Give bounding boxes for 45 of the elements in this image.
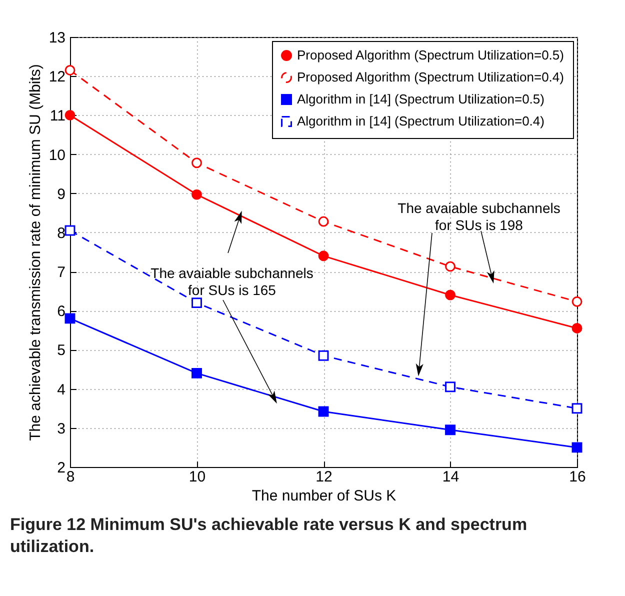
x-tick-label: 16 <box>569 468 586 486</box>
annotation: The avaiable subchannels for SUs is 165 <box>150 265 314 298</box>
y-tick-label: 4 <box>57 381 66 398</box>
point <box>192 298 202 308</box>
point <box>64 110 76 120</box>
y-tick-label: 9 <box>57 186 66 203</box>
point <box>572 323 582 334</box>
y-tick-label: 13 <box>48 30 66 46</box>
x-tick-label: 10 <box>188 468 206 486</box>
y-tick-label: 5 <box>57 342 66 360</box>
point <box>445 382 456 392</box>
point <box>445 424 456 436</box>
point <box>445 290 456 300</box>
y-tick-label: 12 <box>48 68 66 86</box>
y-tick-label: 8 <box>57 224 66 242</box>
caption: Figure 12 Minimum SU's achievable rate versus K and spectrum utilization. <box>10 515 528 556</box>
point <box>64 313 76 324</box>
point <box>318 406 329 417</box>
y-tick-label: 6 <box>57 303 66 320</box>
point <box>572 296 582 307</box>
y-tick-label: 10 <box>48 146 66 164</box>
y-tick-label: 2 <box>57 460 66 476</box>
point <box>445 261 456 272</box>
legend-label: Proposed Algorithm (Spectrum Utilization=0.5) <box>297 48 564 62</box>
x-tick-label: 12 <box>316 468 332 486</box>
point <box>64 225 76 236</box>
x-tick-label: 14 <box>442 468 460 486</box>
point <box>192 189 202 200</box>
annotation: The avaiable subchannels for SUs is 198 <box>398 200 560 233</box>
point <box>64 65 76 76</box>
legend-label: Proposed Algorithm (Spectrum Utilization=0.4) <box>297 70 564 84</box>
legend-label: Algorithm in [14] (Spectrum Utilization=0.4) <box>297 114 544 128</box>
y-tick-label: 11 <box>50 108 66 125</box>
point <box>318 350 329 361</box>
y-axis-title: The achievable transmission rate of minimum SU (Mbits) <box>26 64 44 441</box>
point <box>572 442 582 453</box>
y-tick-label: 3 <box>57 420 66 438</box>
point <box>318 216 329 227</box>
point <box>192 368 202 378</box>
legend-label: Algorithm in [14] (Spectrum Utilization=0.5) <box>297 92 544 106</box>
point <box>572 403 582 414</box>
y-tick-label: 7 <box>57 264 66 282</box>
point <box>192 158 202 168</box>
x-axis-title: The number of SUs K <box>252 488 396 504</box>
point <box>318 250 329 262</box>
